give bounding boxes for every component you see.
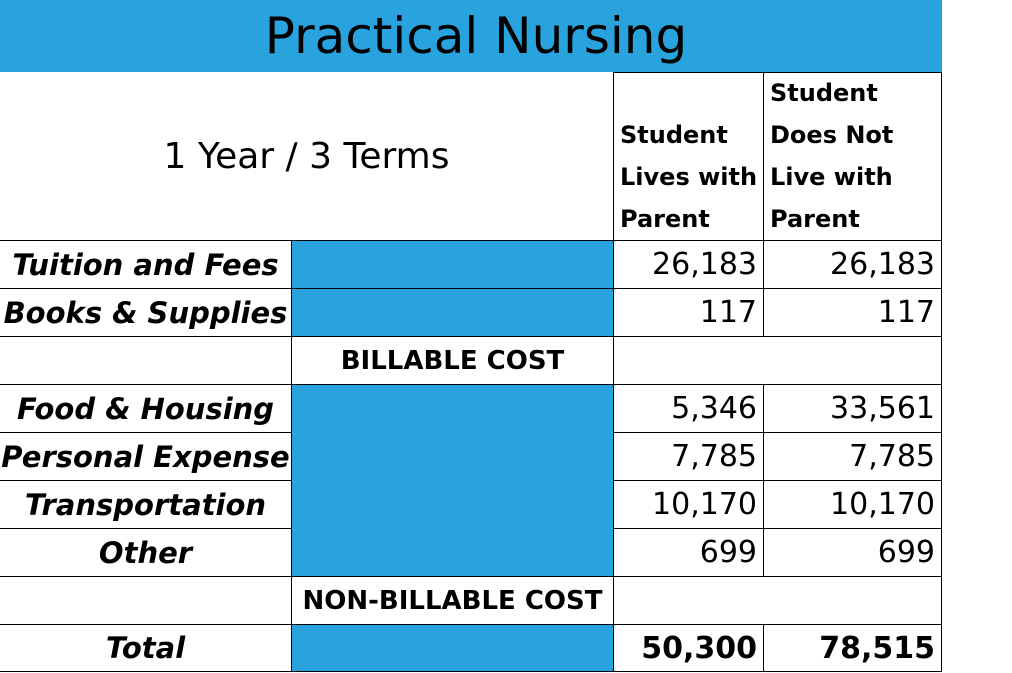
tuition-without-parent: 26,183 — [764, 241, 942, 289]
cost-table: 1 Year / 3 Terms Student Lives with Pare… — [0, 72, 942, 672]
row-label-other: Other — [0, 529, 292, 577]
empty-cell — [614, 577, 942, 625]
column-header-not-with-parent: Student Does Not Live with Parent — [764, 72, 942, 241]
blue-fill-cell — [292, 529, 614, 577]
transportation-without-parent: 10,170 — [764, 481, 942, 529]
blue-fill-cell — [292, 241, 614, 289]
column-header-lives-with-parent: Student Lives with Parent — [614, 72, 764, 241]
total-with-parent: 50,300 — [614, 625, 764, 672]
other-with-parent: 699 — [614, 529, 764, 577]
blue-fill-cell — [292, 625, 614, 672]
non-billable-cost-label: NON-BILLABLE COST — [292, 577, 614, 625]
empty-cell — [614, 337, 942, 385]
empty-cell — [0, 577, 292, 625]
page-title: Practical Nursing — [264, 7, 688, 65]
total-without-parent: 78,515 — [764, 625, 942, 672]
row-label-books: Books & Supplies — [0, 289, 292, 337]
books-with-parent: 117 — [614, 289, 764, 337]
billable-cost-label: BILLABLE COST — [292, 337, 614, 385]
food-without-parent: 33,561 — [764, 385, 942, 433]
blue-fill-cell — [292, 433, 614, 481]
transportation-with-parent: 10,170 — [614, 481, 764, 529]
other-without-parent: 699 — [764, 529, 942, 577]
row-label-tuition: Tuition and Fees — [0, 241, 292, 289]
row-label-transportation: Transportation — [0, 481, 292, 529]
title-banner: Practical Nursing — [0, 0, 942, 72]
empty-cell — [0, 337, 292, 385]
books-without-parent: 117 — [764, 289, 942, 337]
program-length: 1 Year / 3 Terms — [0, 72, 614, 241]
tuition-with-parent: 26,183 — [614, 241, 764, 289]
personal-with-parent: 7,785 — [614, 433, 764, 481]
blue-fill-cell — [292, 481, 614, 529]
row-label-food: Food & Housing — [0, 385, 292, 433]
blue-fill-cell — [292, 289, 614, 337]
personal-without-parent: 7,785 — [764, 433, 942, 481]
row-label-personal: Personal Expense — [0, 433, 292, 481]
row-label-total: Total — [0, 625, 292, 672]
blue-fill-cell — [292, 385, 614, 433]
food-with-parent: 5,346 — [614, 385, 764, 433]
